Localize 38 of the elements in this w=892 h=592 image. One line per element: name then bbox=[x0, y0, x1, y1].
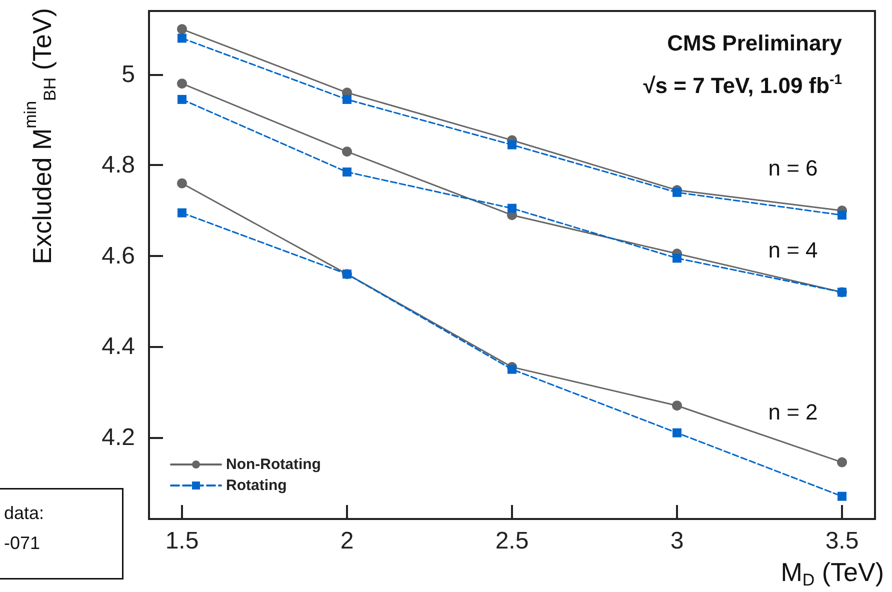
point bbox=[342, 146, 352, 157]
point bbox=[178, 208, 186, 218]
text: CMS Preliminary bbox=[667, 30, 843, 56]
x-tick-label: 2 bbox=[340, 528, 354, 554]
point bbox=[177, 178, 187, 188]
y-axis-title: Excluded MminBH (TeV) bbox=[20, 8, 60, 264]
point bbox=[672, 400, 682, 411]
y-tick-label: 4.8 bbox=[102, 152, 135, 179]
point bbox=[672, 188, 682, 197]
point bbox=[508, 364, 516, 374]
y-tick-label: 4.2 bbox=[102, 424, 135, 451]
legend-label: Non-Rotating bbox=[226, 456, 321, 473]
x-tick-label: 3.5 bbox=[825, 528, 859, 554]
x-tick-label: 3 bbox=[670, 528, 684, 554]
point bbox=[508, 140, 516, 150]
annotation: n = 2 bbox=[768, 400, 818, 424]
y-tick-label: 4.4 bbox=[102, 333, 135, 360]
annotation: n = 6 bbox=[768, 156, 818, 180]
point bbox=[342, 168, 352, 177]
point bbox=[508, 204, 516, 213]
y-tick-label: 5 bbox=[122, 61, 135, 88]
point bbox=[178, 94, 186, 104]
point bbox=[342, 94, 352, 104]
x-tick-label: 2.5 bbox=[495, 528, 529, 554]
point bbox=[177, 24, 187, 34]
point bbox=[672, 428, 682, 438]
x-tick-label: 1.5 bbox=[165, 528, 199, 554]
text: data: bbox=[4, 503, 44, 523]
point bbox=[837, 457, 847, 468]
y-tick-label: 4.6 bbox=[102, 242, 135, 270]
point bbox=[178, 34, 186, 43]
legend-label: Rotating bbox=[226, 477, 287, 494]
point bbox=[838, 492, 846, 501]
text: -071 bbox=[4, 533, 40, 553]
point bbox=[177, 78, 187, 89]
point bbox=[838, 210, 846, 220]
point bbox=[672, 254, 682, 263]
annotation: n = 4 bbox=[768, 238, 818, 262]
